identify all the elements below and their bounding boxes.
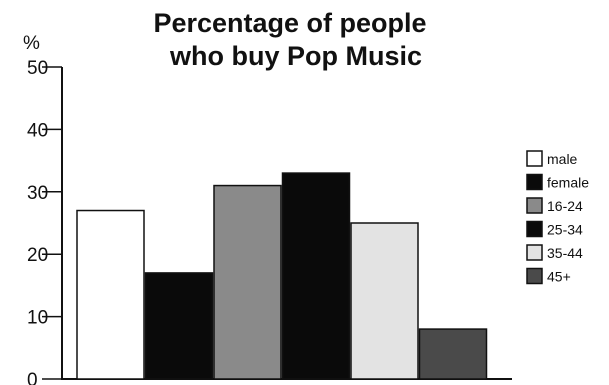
y-tick-label: 30 (27, 183, 48, 204)
legend-swatch-16-24 (526, 197, 543, 214)
y-tick-label: 50 (27, 58, 48, 79)
y-tick-label: 40 (27, 120, 48, 141)
legend-label-35-44: 35-44 (547, 245, 583, 261)
bar-35-44 (350, 222, 419, 380)
legend-swatch-male (526, 150, 543, 167)
y-tick-label: 10 (27, 308, 48, 329)
legend-label-16-24: 16-24 (547, 198, 583, 214)
legend-swatch-female (526, 173, 543, 191)
legend-swatch-45+ (526, 267, 543, 285)
legend-label-25-34: 25-34 (547, 222, 583, 238)
bar-45+ (418, 328, 488, 380)
bars (76, 172, 488, 380)
y-axis-unit-label: % (23, 33, 40, 54)
chart-title-line-2: who buy Pop Music (169, 41, 422, 71)
legend: male female 16-24 25-34 35-44 45+ (526, 150, 589, 285)
bar-25-34 (281, 172, 351, 380)
bar-male (76, 209, 145, 380)
y-tick-label: 20 (27, 245, 48, 266)
y-tick-label: 0 (27, 370, 38, 385)
bar-female (144, 272, 214, 380)
legend-swatch-35-44 (526, 244, 543, 261)
legend-label-male: male (547, 151, 578, 167)
chart-title-line-1: Percentage of people (153, 8, 426, 38)
legend-label-45+: 45+ (547, 269, 571, 285)
legend-swatch-25-34 (526, 220, 543, 238)
bar-16-24 (213, 184, 282, 380)
legend-label-female: female (547, 175, 589, 191)
